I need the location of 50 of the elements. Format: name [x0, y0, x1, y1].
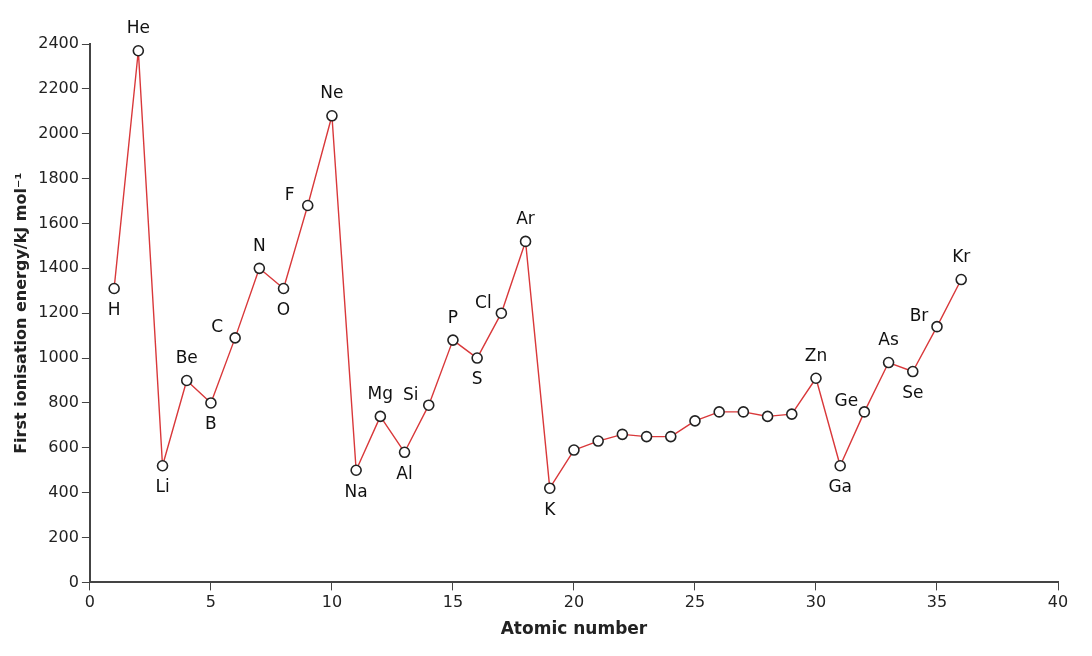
y-tick-label: 1600: [38, 212, 79, 232]
annotation: H: [107, 298, 121, 319]
x-tick-label: 0: [84, 592, 96, 612]
annotation: F: [284, 183, 295, 204]
y-tick-label: 200: [48, 526, 79, 546]
annotation: Mg: [367, 382, 394, 403]
x-tick-label: 30: [805, 592, 827, 612]
annotation: Zn: [804, 344, 828, 365]
annotation: Br: [909, 305, 929, 326]
y-tick-label: 0: [68, 571, 79, 591]
x-tick-label: 40: [1047, 592, 1069, 612]
y-axis-title: First ionisation energy/kJ mol⁻¹: [10, 172, 30, 454]
annotation: Ga: [828, 476, 852, 497]
y-tick-label: 1200: [38, 302, 79, 322]
x-tick-label: 15: [442, 592, 464, 612]
y-tick-label: 2400: [38, 33, 79, 53]
annotation: S: [471, 368, 483, 389]
annotation: Li: [155, 476, 170, 497]
annotation: B: [205, 413, 217, 434]
annotation: P: [447, 306, 459, 327]
annotation: Ge: [834, 390, 859, 411]
y-tick-label: 2000: [38, 122, 79, 142]
annotation: K: [544, 498, 557, 519]
annotation: N: [252, 234, 266, 255]
annotation: Be: [175, 346, 198, 367]
annotation: Ne: [320, 82, 344, 103]
annotation: As: [878, 328, 899, 349]
x-tick-label: 35: [926, 592, 948, 612]
annotation: He: [126, 17, 150, 38]
annotation: Al: [396, 462, 413, 483]
annotation: C: [211, 316, 224, 337]
annotation: Si: [402, 383, 419, 404]
y-tick-label: 2200: [38, 78, 79, 98]
annotation: Se: [902, 381, 924, 402]
annotation: O: [276, 298, 291, 319]
y-tick-label: 1800: [38, 167, 79, 187]
y-tick-label: 400: [48, 481, 79, 501]
annotation: Ar: [516, 207, 535, 228]
y-tick-label: 1000: [38, 347, 79, 367]
annotation: Kr: [952, 245, 971, 266]
y-tick-label: 800: [48, 392, 79, 412]
x-tick-label: 10: [321, 592, 343, 612]
y-tick-label: 600: [48, 436, 79, 456]
x-axis-title: Atomic number: [500, 618, 648, 639]
x-tick-label: 20: [563, 592, 585, 612]
x-tick-label: 25: [684, 592, 706, 612]
x-tick-label: 5: [205, 592, 217, 612]
y-tick-label: 1400: [38, 257, 79, 277]
annotation: Cl: [475, 291, 492, 312]
annotation: Na: [344, 480, 368, 501]
